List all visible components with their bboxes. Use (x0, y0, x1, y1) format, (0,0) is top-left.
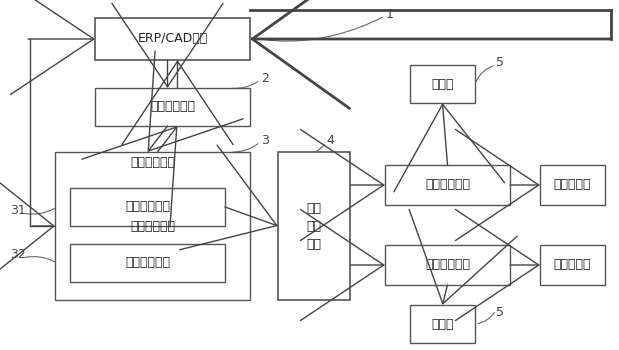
Bar (540, 245, 605, 285)
Bar (540, 165, 605, 205)
Text: 组合算法单元: 组合算法单元 (125, 257, 170, 270)
Text: 开料机开料: 开料机开料 (554, 178, 591, 191)
Text: 32: 32 (10, 248, 26, 261)
Bar (410, 65, 475, 103)
Bar (95, 18, 250, 60)
Text: 输入输出电路: 输入输出电路 (150, 100, 195, 113)
Bar (95, 88, 250, 126)
Text: 优化排样电路: 优化排样电路 (130, 219, 175, 232)
Text: 开料机开料: 开料机开料 (554, 259, 591, 272)
Text: 3: 3 (261, 133, 269, 147)
Text: 2: 2 (261, 71, 269, 84)
Text: 5: 5 (496, 307, 504, 320)
Bar (278, 152, 350, 300)
Bar (385, 165, 510, 205)
Bar (70, 188, 225, 226)
Text: 31: 31 (10, 203, 26, 217)
Bar (55, 152, 250, 300)
Text: 数控切割电路: 数控切割电路 (425, 178, 470, 191)
Text: 5: 5 (496, 56, 504, 69)
Text: 4: 4 (326, 133, 334, 147)
Text: ERP/CAD系统: ERP/CAD系统 (137, 33, 207, 46)
Text: 打印机: 打印机 (431, 77, 454, 91)
Text: 布局算法单元: 布局算法单元 (125, 201, 170, 214)
Text: 数控切割电路: 数控切割电路 (425, 259, 470, 272)
Bar (385, 245, 510, 285)
Text: 1: 1 (386, 7, 394, 21)
Text: 优化排样电路: 优化排样电路 (130, 155, 175, 168)
Text: 打印机: 打印机 (431, 317, 454, 330)
Text: 切割
排产
电路: 切割 排产 电路 (306, 202, 321, 251)
Bar (70, 244, 225, 282)
Bar (410, 305, 475, 343)
